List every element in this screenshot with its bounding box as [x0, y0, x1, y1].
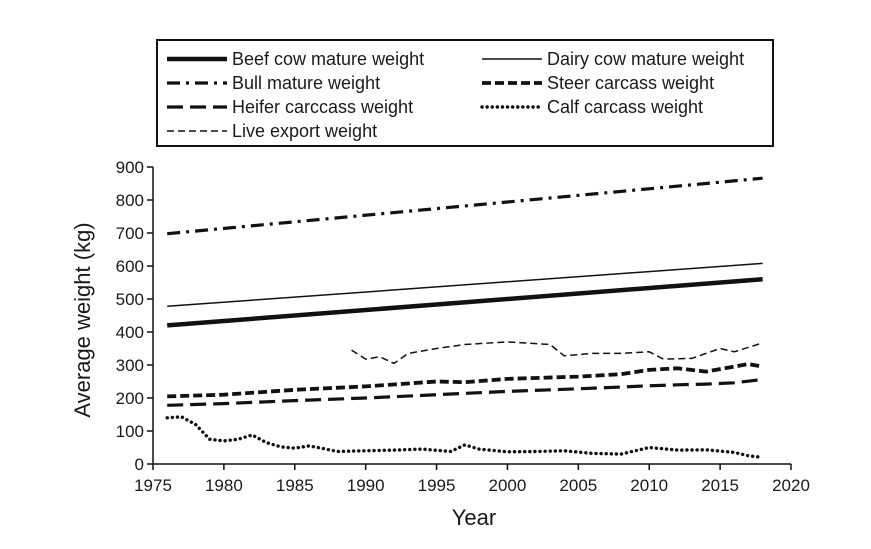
- legend: Beef cow mature weight Dairy cow mature w…: [156, 39, 774, 147]
- legend-label: Steer carcass weight: [547, 73, 714, 93]
- series-line-calf-carcass-weight: [165, 415, 765, 460]
- series-line-steer-carcass-weight: [167, 362, 763, 399]
- axes: 0 100 200 300 400 500 600 700 800 900 1975 1980 1985…: [116, 158, 810, 495]
- legend-label: Calf carcass weight: [547, 97, 703, 117]
- legend-label: Live export weight: [232, 121, 377, 141]
- x-tick-label: 1990: [347, 476, 385, 495]
- y-tick-label: 900: [116, 158, 144, 177]
- y-tick-label: 0: [135, 455, 144, 474]
- legend-box: [156, 39, 774, 147]
- x-tick-label: 2020: [772, 476, 810, 495]
- series-line-dairy-cow-mature-weight: [167, 262, 763, 308]
- series-line-beef-cow-mature-weight: [167, 276, 763, 328]
- x-tick-label: 2000: [489, 476, 527, 495]
- plot-series: [165, 176, 765, 460]
- y-tick-label: 400: [116, 323, 144, 342]
- series-line-heifer-carccass-weight: [167, 377, 763, 407]
- y-tick-label: 300: [116, 356, 144, 375]
- y-tick-label: 600: [116, 257, 144, 276]
- x-tick-label: 1995: [418, 476, 456, 495]
- y-tick-label: 500: [116, 290, 144, 309]
- x-tick-label: 1985: [276, 476, 314, 495]
- legend-label: Beef cow mature weight: [232, 49, 424, 69]
- x-tick-label: 2015: [701, 476, 739, 495]
- x-tick-label: 1975: [134, 476, 172, 495]
- x-tick-label: 2010: [630, 476, 668, 495]
- series-line-bull-mature-weight: [167, 176, 763, 236]
- x-tick-label: 2005: [559, 476, 597, 495]
- y-axis-title: Average weight (kg): [70, 222, 95, 417]
- x-axis-title: Year: [452, 505, 496, 530]
- y-tick-label: 100: [116, 422, 144, 441]
- y-tick-label: 200: [116, 389, 144, 408]
- legend-label: Bull mature weight: [232, 73, 380, 93]
- y-tick-label: 700: [116, 224, 144, 243]
- series-line-live-export-weight: [351, 341, 763, 365]
- y-tick-label: 800: [116, 191, 144, 210]
- legend-label: Dairy cow mature weight: [547, 49, 744, 69]
- x-tick-label: 1980: [205, 476, 243, 495]
- legend-label: Heifer carccass weight: [232, 97, 413, 117]
